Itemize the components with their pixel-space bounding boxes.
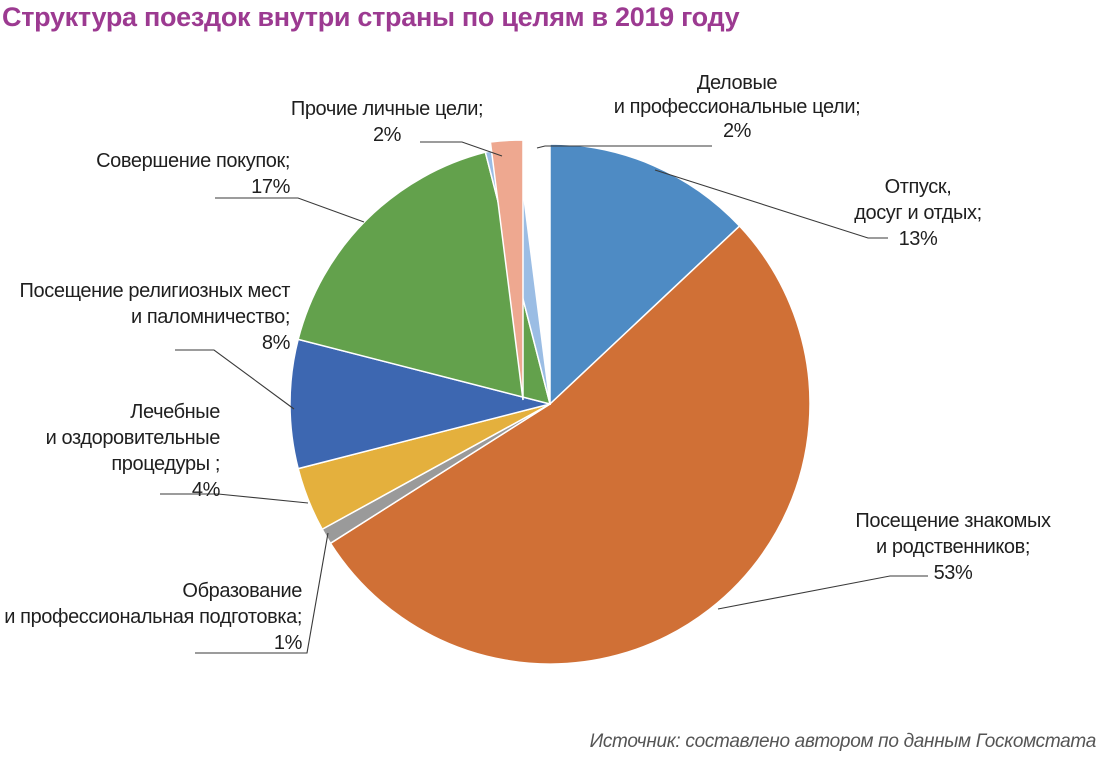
leader-line-7: [420, 141, 503, 157]
slice-value-label-3: 1%: [274, 632, 303, 654]
slice-category-label-3: Образование: [182, 580, 302, 602]
slice-category-label-4: процедуры ;: [111, 453, 220, 475]
pie-slice-6: [297, 151, 552, 406]
slice-category-label-2: Посещение знакомых: [855, 510, 1051, 532]
slice-category-label-6: Совершение покупок;: [96, 150, 290, 172]
slice-value-label-2: 53%: [934, 562, 973, 584]
leader-line-6: [215, 197, 365, 223]
pie-slice-8: [489, 139, 524, 401]
slice-category-label-2: и родственников;: [876, 536, 1030, 558]
leader-line-5: [175, 349, 295, 410]
pie-slices: [289, 139, 811, 665]
leader-line-2: [717, 575, 928, 610]
chart-title: Структура поездок внутри страны по целям…: [2, 2, 740, 32]
source-note: Источник: составлено автором по данным Г…: [589, 731, 1097, 752]
pie-slice-5: [289, 338, 551, 470]
slice-category-label-5: Посещение религиозных мест: [20, 280, 291, 302]
slice-category-label-1: досуг и отдых;: [854, 202, 982, 224]
slice-category-label-4: и оздоровительные: [46, 427, 221, 449]
slice-value-label-8: 2%: [723, 120, 752, 142]
slice-value-label-1: 13%: [899, 228, 938, 250]
leader-line-8: [536, 145, 712, 149]
slice-value-label-5: 8%: [262, 332, 291, 354]
slice-category-label-7: Прочие личные цели;: [291, 98, 483, 120]
slice-category-label-1: Отпуск,: [885, 176, 952, 198]
leader-line-1: [654, 169, 888, 239]
slice-category-label-8: и профессиональные цели;: [614, 96, 861, 118]
slice-category-label-5: и паломничество;: [131, 306, 290, 328]
leader-lines: [160, 141, 928, 654]
slice-value-label-7: 2%: [373, 124, 402, 146]
pie-slice-2: [329, 224, 811, 665]
leader-line-4: [160, 493, 309, 504]
slice-labels: Отпуск, досуг и отдых; 13% Посещение знаком…: [4, 72, 1051, 654]
pie-slice-1: [549, 143, 741, 406]
slice-value-label-6: 17%: [251, 176, 290, 198]
slice-category-label-8: Деловые: [697, 72, 778, 94]
slice-value-label-4: 4%: [192, 479, 221, 501]
leader-line-3: [195, 532, 329, 654]
slice-category-label-4: Лечебные: [130, 401, 220, 423]
slice-category-label-3: и профессиональная подготовка;: [4, 606, 302, 628]
